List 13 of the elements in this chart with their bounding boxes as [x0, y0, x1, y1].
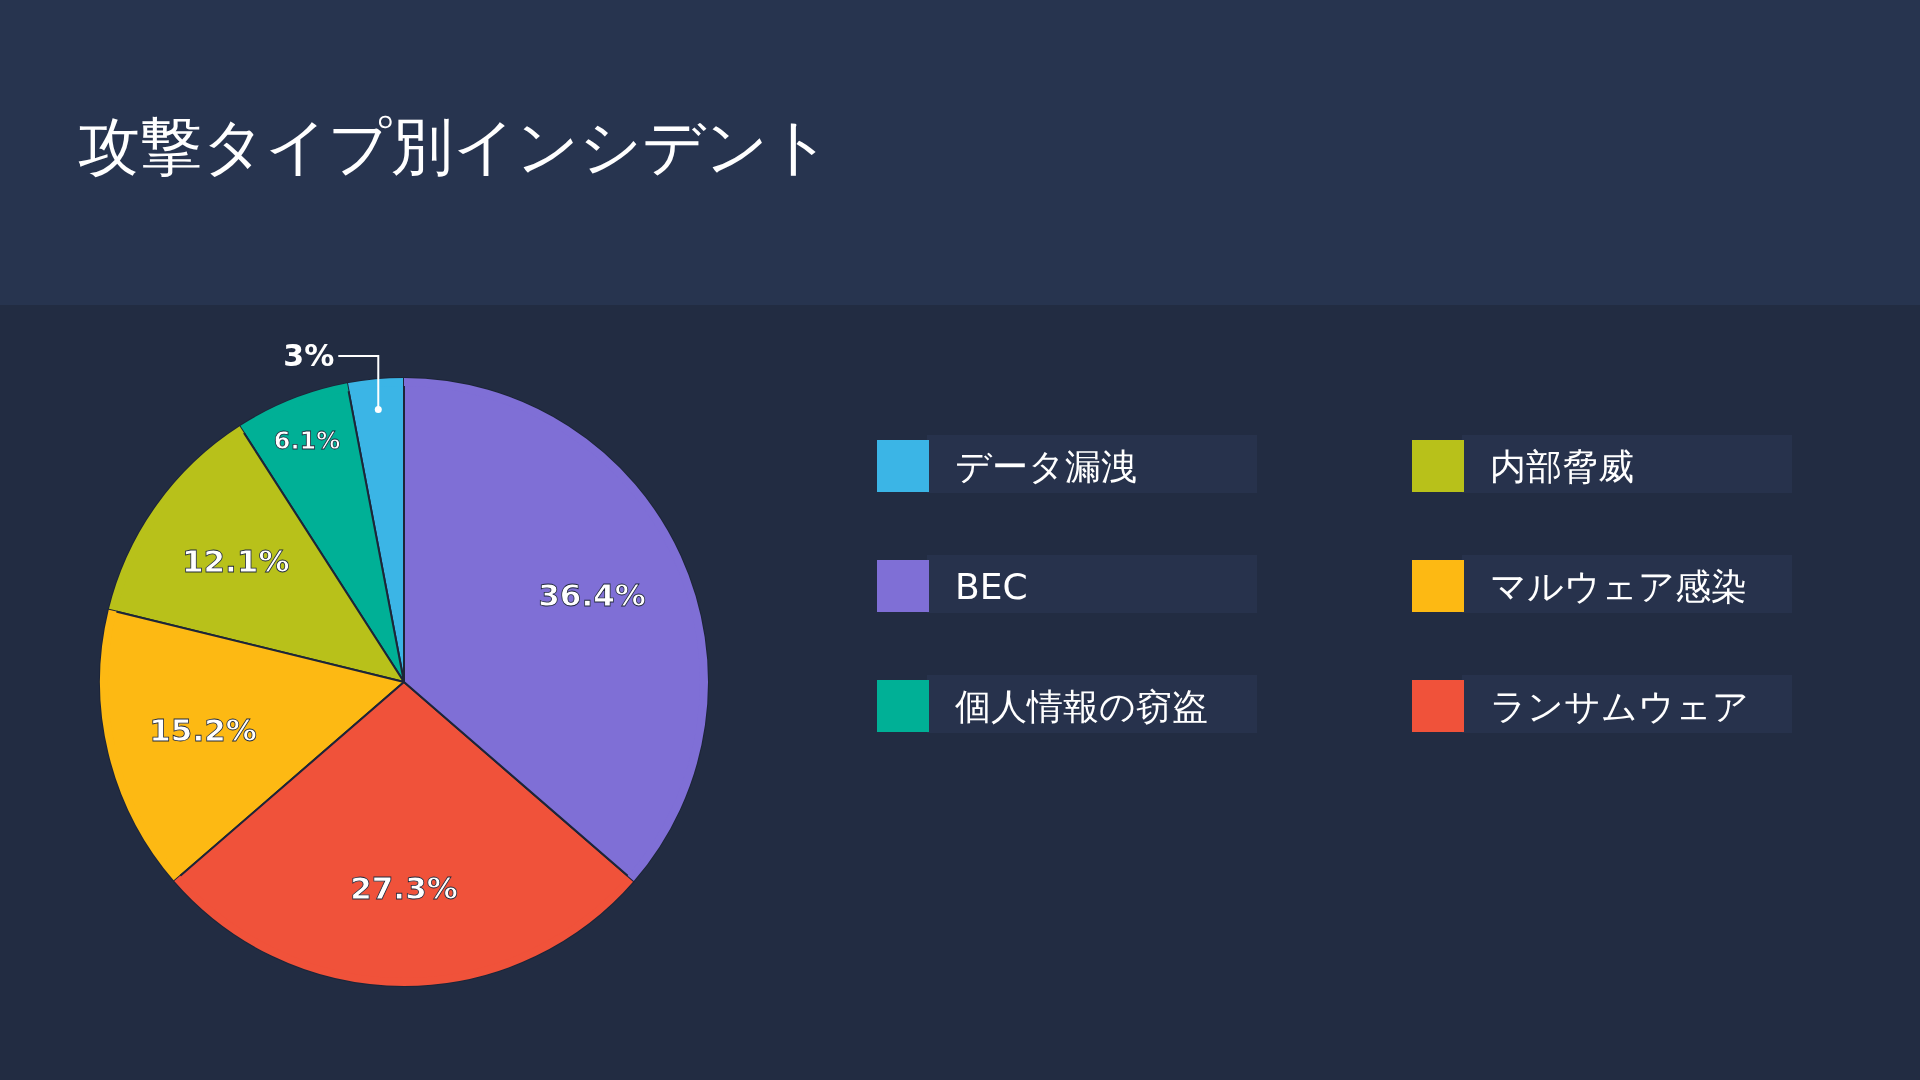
- legend-label: 内部脅威: [1490, 446, 1634, 487]
- data-label: 6.1%: [273, 427, 341, 456]
- legend-label: BEC: [955, 566, 1028, 607]
- data-label: 27.3%: [350, 869, 458, 906]
- data-label: 15.2%: [149, 711, 257, 748]
- legend-label: ランサムウェア: [1490, 686, 1749, 727]
- chart-title: 攻撃タイプ別インシデント: [78, 110, 831, 183]
- data-label: 3%: [283, 338, 335, 373]
- data-label: 12.1%: [181, 542, 290, 579]
- legend-label: 個人情報の窃盗: [955, 686, 1208, 727]
- legend-label: マルウェア感染: [1490, 566, 1747, 607]
- data-label: 36.4%: [538, 577, 646, 614]
- legend-label: データ漏洩: [955, 446, 1137, 487]
